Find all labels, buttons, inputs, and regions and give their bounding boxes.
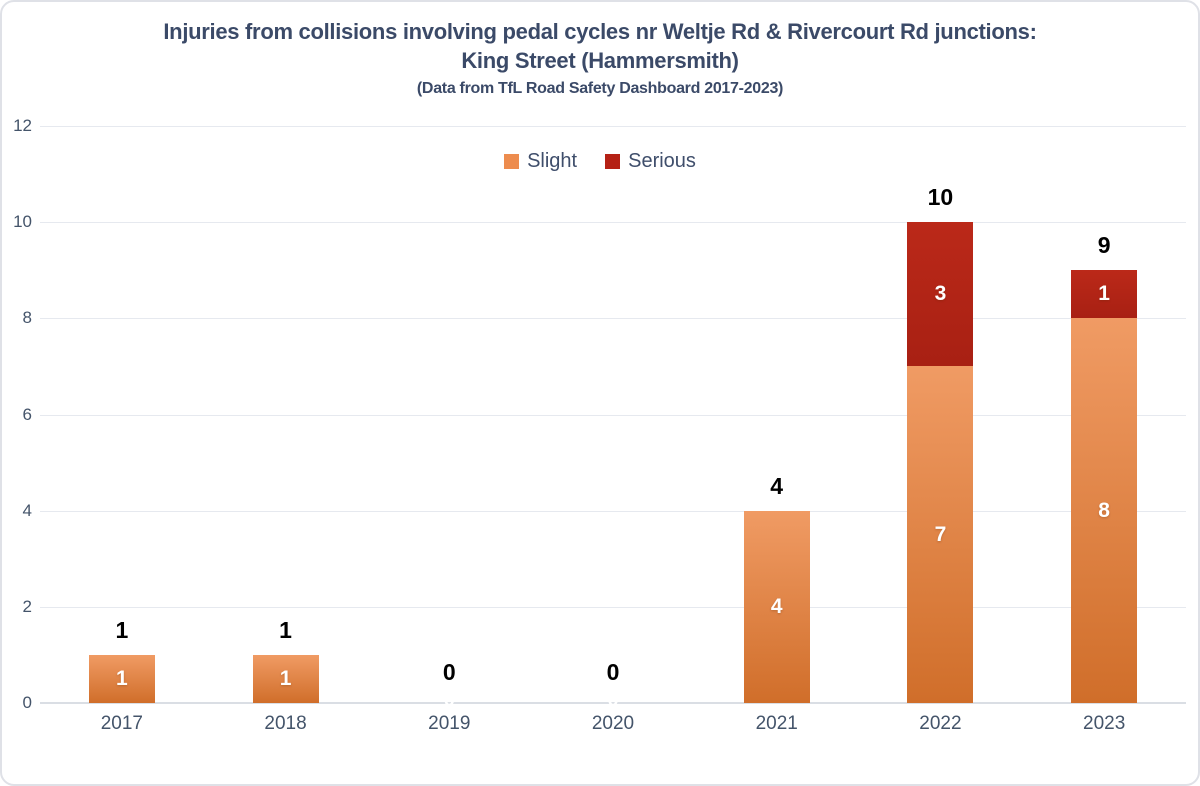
- total-label-2018: 1: [279, 616, 292, 643]
- gridline-y8: [40, 318, 1186, 320]
- total-label-2021: 4: [770, 472, 784, 499]
- bar-label-slight-2018: 1: [279, 666, 292, 690]
- bar-label-slight-2019: 0: [443, 689, 455, 711]
- chart-subtitle: (Data from TfL Road Safety Dashboard 201…: [416, 80, 784, 97]
- total-label-2023: 9: [1097, 232, 1111, 259]
- x-axis-label-2021: 2021: [755, 713, 798, 734]
- bar-label-serious-2022: 3: [934, 282, 947, 306]
- chart-title-line2: King Street (Hammersmith): [461, 48, 739, 73]
- y-axis-tick-10: 10: [13, 212, 32, 232]
- x-axis-label-2019: 2019: [428, 713, 471, 734]
- gridline-y2: [40, 606, 1186, 608]
- x-axis-label-2017: 2017: [100, 713, 143, 734]
- bar-label-serious-2023: 1: [1098, 282, 1110, 306]
- bar-label-slight-2020: 0: [607, 689, 619, 711]
- total-label-2019: 0: [442, 659, 456, 685]
- bar-label-slight-2021: 4: [770, 594, 783, 618]
- total-label-2020: 0: [606, 659, 620, 685]
- gridline-y10: [40, 222, 1186, 224]
- legend-item-slight[interactable]: Slight: [504, 150, 577, 173]
- bar-slight-2021[interactable]: [743, 510, 810, 703]
- bar-slight-2017[interactable]: [88, 654, 155, 703]
- legend: Slight Serious: [0, 150, 1200, 173]
- bar-serious-2022[interactable]: [907, 222, 974, 367]
- chart-title-line1: Injuries from collisions involving pedal…: [163, 19, 1037, 44]
- bar-slight-2023[interactable]: [1071, 318, 1138, 703]
- bar-serious-2023[interactable]: [1071, 270, 1138, 319]
- y-axis-tick-2: 2: [22, 596, 32, 616]
- x-axis-label-2023: 2023: [1083, 713, 1126, 734]
- legend-label-slight: Slight: [527, 150, 578, 172]
- x-axis-baseline: [40, 702, 1186, 704]
- y-axis-tick-4: 4: [22, 500, 32, 520]
- x-axis-label-2022: 2022: [919, 713, 962, 734]
- bar-slight-2022[interactable]: [907, 366, 974, 703]
- slight-swatch-icon: [504, 154, 520, 169]
- y-axis-tick-12: 12: [13, 116, 32, 135]
- legend-label-serious: Serious: [628, 150, 696, 172]
- x-axis-label-2020: 2020: [591, 713, 635, 734]
- bar-label-slight-2023: 8: [1098, 498, 1110, 522]
- bar-label-slight-2017: 1: [116, 666, 128, 690]
- gridline-y6: [40, 414, 1186, 416]
- y-axis-tick-8: 8: [22, 308, 32, 328]
- total-label-2022: 10: [927, 184, 954, 211]
- bar-slight-2018[interactable]: [252, 654, 319, 703]
- serious-swatch-icon: [605, 154, 621, 169]
- gridline-y12: [40, 126, 1186, 127]
- bar-label-slight-2022: 7: [934, 522, 947, 546]
- x-axis-label-2018: 2018: [264, 713, 307, 734]
- legend-item-serious[interactable]: Serious: [605, 150, 696, 173]
- y-axis-tick-0: 0: [22, 693, 32, 712]
- gridline-y4: [40, 510, 1186, 512]
- total-label-2017: 1: [115, 616, 129, 643]
- y-axis-tick-6: 6: [22, 404, 32, 424]
